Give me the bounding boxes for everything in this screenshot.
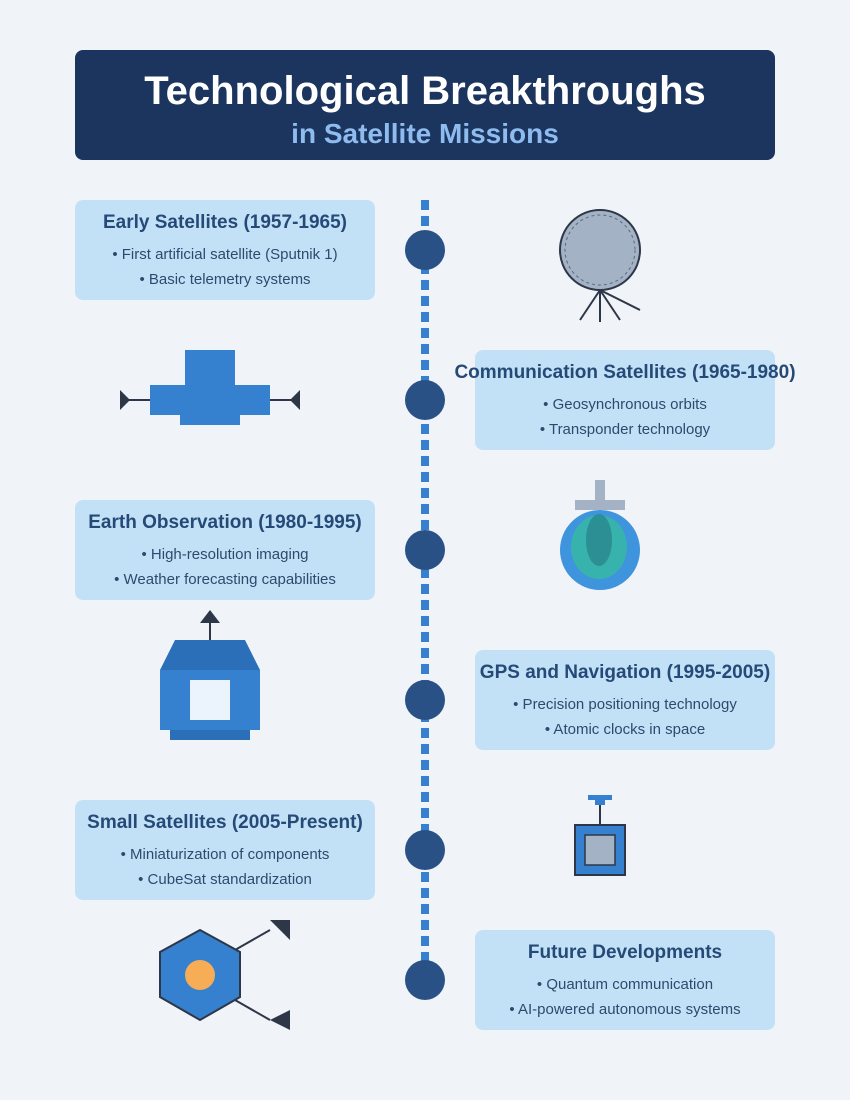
- milestone-point: • Transponder technology: [539, 421, 711, 438]
- milestone-card-earth-observation: Earth Observation (1980-1995) • High-res…: [75, 500, 375, 600]
- milestone-title: Future Developments: [527, 942, 723, 963]
- milestone-point: • Atomic clocks in space: [544, 721, 706, 738]
- timeline-node-2: [405, 380, 445, 420]
- milestone-card-communication-satellites: Communication Satellites (1965-1980) • G…: [454, 350, 796, 450]
- page-subtitle: in Satellite Missions: [291, 118, 559, 149]
- timeline-line: [421, 200, 429, 990]
- milestone-card-early-satellites: Early Satellites (1957-1965) • First art…: [75, 200, 375, 300]
- milestone-point: • AI-powered autonomous systems: [509, 1001, 741, 1018]
- milestone-card-future-developments: Future Developments • Quantum communicat…: [475, 930, 775, 1030]
- sputnik-icon: [559, 209, 641, 322]
- page-title: Technological Breakthroughs: [144, 69, 706, 113]
- milestone-point: • Precision positioning technology: [513, 696, 737, 713]
- milestone-point: • High-resolution imaging: [141, 546, 309, 563]
- milestone-card-gps-navigation: GPS and Navigation (1995-2005) • Precisi…: [475, 650, 775, 750]
- milestone-title: Small Satellites (2005-Present): [87, 812, 363, 833]
- header-banner: Technological Breakthroughs in Satellite…: [75, 50, 775, 160]
- milestone-point: • First artificial satellite (Sputnik 1): [112, 246, 338, 263]
- timeline-node-3: [405, 530, 445, 570]
- milestone-card-small-satellites: Small Satellites (2005-Present) • Miniat…: [75, 800, 375, 900]
- milestone-title: GPS and Navigation (1995-2005): [479, 662, 771, 683]
- gps-satellite-icon: [160, 610, 260, 740]
- cubesat-icon: [574, 795, 626, 876]
- earth-globe-icon: [560, 480, 640, 590]
- communication-satellite-icon: [120, 350, 300, 425]
- milestone-point: • Miniaturization of components: [120, 846, 330, 863]
- milestone-point: • CubeSat standardization: [138, 871, 312, 888]
- milestone-point: • Weather forecasting capabilities: [114, 571, 336, 588]
- milestone-point: • Quantum communication: [536, 976, 714, 993]
- timeline-node-5: [405, 830, 445, 870]
- milestone-point: • Geosynchronous orbits: [543, 396, 707, 413]
- timeline-node-4: [405, 680, 445, 720]
- milestone-title: Earth Observation (1980-1995): [88, 512, 362, 533]
- milestone-point: • Basic telemetry systems: [139, 271, 311, 288]
- timeline-node-1: [405, 230, 445, 270]
- milestone-title: Communication Satellites (1965-1980): [454, 362, 796, 383]
- timeline-node-6: [405, 960, 445, 1000]
- hexagon-satellite-icon: [159, 920, 290, 1030]
- milestone-title: Early Satellites (1957-1965): [103, 212, 347, 233]
